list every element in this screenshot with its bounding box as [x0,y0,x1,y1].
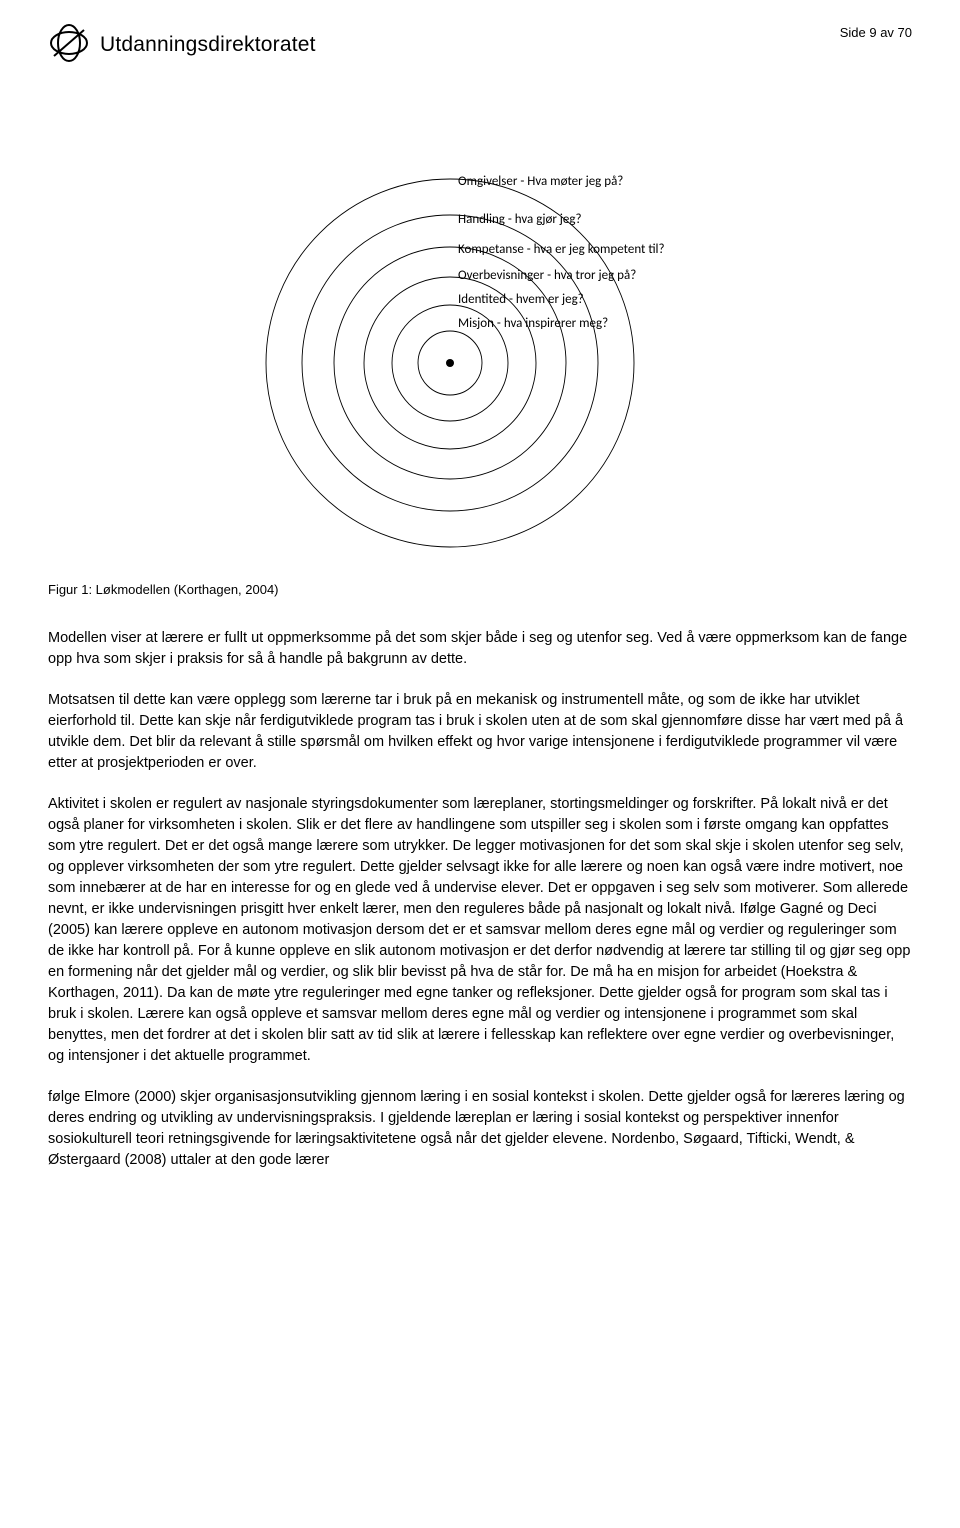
page-indicator: Side 9 av 70 [840,24,912,43]
body-paragraph-2: Motsatsen til dette kan være opplegg som… [48,690,912,774]
org-logo-block: Utdanningsdirektoratet [48,24,316,67]
page-header: Utdanningsdirektoratet Side 9 av 70 [48,24,912,67]
svg-text:Kompetanse - hva er jeg komp: Kompetanse - hva er jeg kompetent til? [458,242,665,257]
body-paragraph-1: Modellen viser at lærere er fullt ut opp… [48,628,912,670]
svg-text:Overbevisninger - hva tror j: Overbevisninger - hva tror jeg på? [458,268,636,283]
figure-caption: Figur 1: Løkmodellen (Korthagen, 2004) [48,581,912,600]
body-paragraph-4: følge Elmore (2000) skjer organisasjonsu… [48,1087,912,1171]
onion-model-svg: Misjon - hva inspirerer meg? Identited - … [240,103,720,553]
svg-text:Handling - hva gjør jeg?: Handling - hva gjør jeg? [458,212,582,227]
logo-icon [48,24,90,67]
org-name: Utdanningsdirektoratet [100,30,316,60]
svg-text:Omgivelser - Hva møter jeg p: Omgivelser - Hva møter jeg på? [458,174,623,189]
svg-text:Misjon - hva inspirerer meg?: Misjon - hva inspirerer meg? [458,316,608,331]
svg-text:Identited - hvem er jeg?: Identited - hvem er jeg? [458,292,584,307]
body-paragraph-3: Aktivitet i skolen er regulert av nasjon… [48,794,912,1067]
onion-model-diagram: Misjon - hva inspirerer meg? Identited - … [48,103,912,553]
